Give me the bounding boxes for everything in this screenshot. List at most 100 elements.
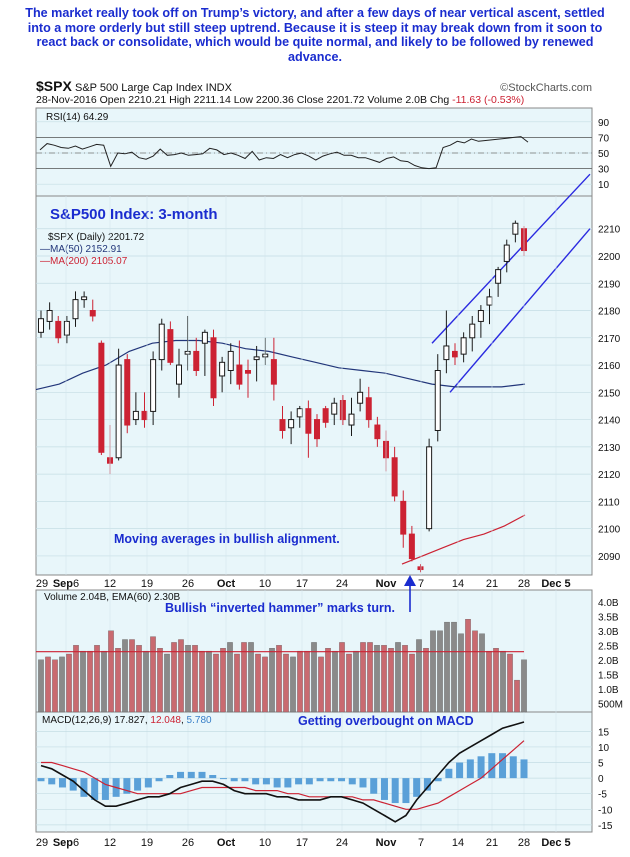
candle-body — [55, 320, 62, 339]
candle-body — [89, 310, 96, 317]
price-tick-label: 2140 — [598, 416, 621, 427]
macd-histogram-bar — [284, 778, 292, 788]
volume-tick-label: 500M — [598, 699, 623, 710]
rsi-tick-label: 70 — [598, 133, 610, 144]
volume-bar — [304, 650, 310, 713]
macd-histogram-bar — [69, 778, 77, 791]
candle-body — [443, 345, 450, 361]
volume-bar — [297, 650, 303, 713]
volume-bar — [171, 642, 177, 713]
volume-bar — [269, 648, 275, 713]
volume-tick-label: 2.5B — [598, 641, 619, 652]
macd-histogram-bar — [91, 778, 99, 800]
x-axis-bottom-label: 17 — [296, 837, 308, 849]
quote-line: 28-Nov-2016 Open 2210.21 High 2211.14 Lo… — [36, 94, 524, 106]
candle-body — [132, 410, 139, 421]
candle-body — [469, 323, 476, 339]
candle-body — [115, 364, 122, 459]
volume-bar — [311, 642, 317, 713]
volume-bar — [136, 645, 142, 713]
candle-body — [193, 350, 200, 372]
volume-bar — [430, 630, 436, 713]
x-axis-top-label: Sep6 — [53, 578, 79, 590]
rsi-tick-label: 30 — [598, 165, 610, 176]
volume-bar — [493, 648, 499, 713]
macd-histogram-bar — [101, 778, 109, 800]
candle-body — [503, 244, 510, 262]
macd-histogram-bar — [338, 778, 346, 782]
macd-histogram-bar — [155, 778, 163, 782]
candle-body — [339, 399, 346, 421]
macd-tick-label: -5 — [598, 790, 607, 801]
volume-bar — [458, 633, 464, 713]
macd-histogram-bar — [37, 778, 45, 782]
price-tick-label: 2110 — [598, 497, 620, 508]
volume-bar — [101, 650, 107, 713]
candle-body — [434, 370, 441, 431]
volume-bar — [514, 679, 520, 713]
volume-tick-label: 4.0B — [598, 598, 619, 609]
price-tick-label: 2100 — [598, 525, 621, 536]
volume-bar — [227, 642, 233, 713]
macd-tick-label: -15 — [598, 821, 613, 832]
x-axis-top-label: 24 — [336, 578, 348, 590]
ma200-line — [401, 514, 526, 565]
candle-body — [150, 359, 157, 412]
macd-tick-label: 5 — [598, 759, 604, 770]
x-axis-bottom-label: Oct — [217, 837, 236, 849]
volume-bar — [367, 642, 373, 713]
candle-body — [348, 413, 355, 426]
macd-histogram-bar — [209, 775, 217, 779]
x-axis-top-label: 26 — [182, 578, 194, 590]
macd-histogram-bar — [499, 753, 507, 779]
macd-histogram-bar — [230, 778, 238, 782]
volume-bar — [500, 650, 506, 713]
volume-bar — [241, 642, 247, 713]
volume-bar — [486, 650, 492, 713]
x-axis-top-label: 29 — [36, 578, 48, 590]
rsi-tick-label: 50 — [598, 149, 610, 160]
volume-bar — [45, 656, 51, 713]
macd-histogram-bar — [177, 771, 185, 779]
volume-bar — [451, 621, 457, 713]
x-axis-top-label: Nov — [376, 578, 398, 590]
macd-histogram-bar — [520, 759, 528, 779]
macd-histogram-bar — [166, 775, 174, 779]
volume-bar — [388, 648, 394, 713]
candle-body — [305, 408, 312, 434]
volume-bar — [178, 639, 184, 713]
hammer-arrow-head — [404, 575, 416, 586]
candle-body — [245, 370, 251, 374]
volume-bar — [339, 642, 345, 713]
candle-body — [141, 410, 148, 421]
volume-bar — [199, 650, 205, 713]
macd-histogram-bar — [273, 778, 281, 788]
volume-bar — [255, 653, 261, 713]
macd-panel — [35, 711, 593, 833]
x-axis-bottom-label: 26 — [182, 837, 194, 849]
volume-bar — [206, 650, 212, 713]
macd-histogram-bar — [123, 778, 131, 794]
macd-tick-label: 10 — [598, 743, 610, 754]
volume-bar — [283, 653, 289, 713]
candle-body — [201, 331, 208, 344]
macd-histogram-bar — [327, 778, 335, 782]
volume-bar — [52, 659, 58, 713]
ma200-legend: —MA(200) 2105.07 — [40, 256, 128, 267]
x-axis-top-label: 21 — [486, 578, 498, 590]
moving-averages-annotation: Moving averages in bullish alignment. — [114, 532, 340, 546]
volume-bar — [276, 645, 282, 713]
candle-body — [167, 329, 174, 363]
macd-histogram-bar — [456, 762, 464, 779]
volume-tick-label: 1.5B — [598, 670, 619, 681]
candle-body — [38, 318, 44, 333]
candle-body — [408, 533, 415, 560]
price-tick-label: 2190 — [598, 279, 621, 290]
volume-bar — [325, 648, 331, 713]
volume-bar — [346, 653, 352, 713]
candle-body — [322, 408, 329, 423]
candle-body — [365, 397, 372, 421]
x-axis-bottom-label: 21 — [486, 837, 498, 849]
candle-body — [452, 350, 458, 358]
